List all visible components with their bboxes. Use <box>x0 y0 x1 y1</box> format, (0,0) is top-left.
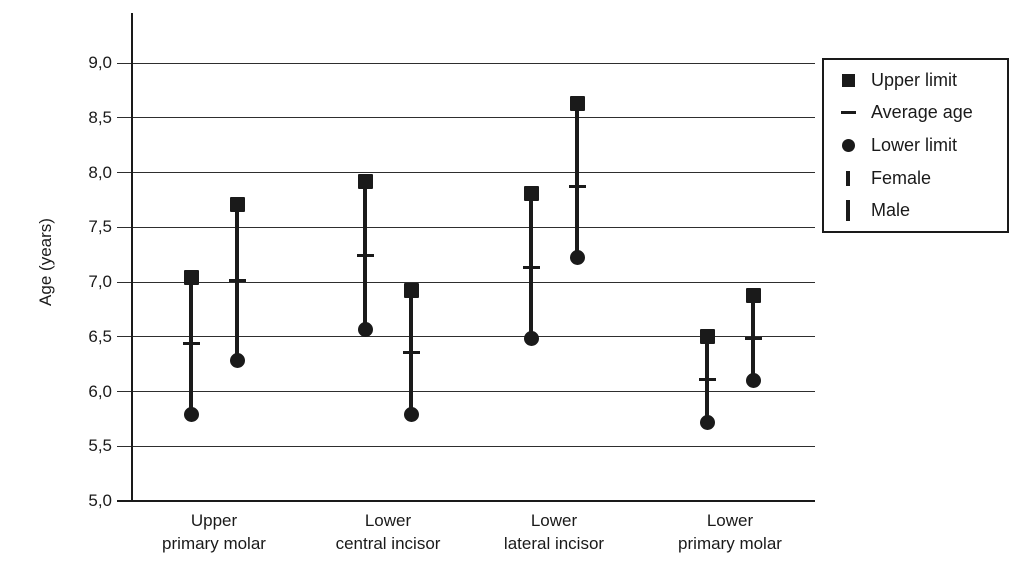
x-category-label-line: Lower <box>530 511 578 530</box>
average-age-marker <box>402 350 420 354</box>
male-stem <box>235 204 239 361</box>
lower-limit-marker <box>403 406 419 422</box>
y-tick-label: 9,0 <box>88 53 112 72</box>
x-category-label: Upper primary molar <box>124 509 304 555</box>
x-category-label-line: central incisor <box>335 534 441 553</box>
lower-limit-marker <box>699 414 715 430</box>
female-stem <box>189 277 193 415</box>
gridline <box>117 336 815 338</box>
legend-item: Lower limit <box>824 129 1007 162</box>
upper-limit-marker <box>403 283 419 299</box>
legend-glyph-cell <box>837 200 859 222</box>
x-category-label-line: Lower <box>706 511 754 530</box>
average-age-marker <box>182 341 200 345</box>
lower-limit-marker <box>229 353 245 369</box>
gridline <box>117 226 815 228</box>
upper-limit-marker <box>699 329 715 345</box>
legend-label: Lower limit <box>871 135 958 155</box>
legend-label: Female <box>871 167 932 188</box>
legend-item: Upper limit <box>824 64 1007 97</box>
y-tick-label: 5,0 <box>88 491 112 510</box>
male-stem <box>575 103 579 258</box>
average-age-marker <box>744 337 762 341</box>
average-age-marker <box>228 279 246 283</box>
upper-limit-marker <box>523 185 539 201</box>
average-age-icon <box>840 111 856 115</box>
average-age-marker <box>698 377 716 381</box>
y-tick-label: 8,5 <box>88 107 112 127</box>
upper-limit-marker <box>229 196 245 212</box>
upper-limit-marker <box>357 173 373 189</box>
gridline <box>117 445 815 447</box>
legend-item: Average age <box>824 97 1007 130</box>
lower-limit-marker <box>357 321 373 337</box>
legend-label: Upper limit <box>871 69 958 90</box>
legend-glyph-cell <box>837 139 859 152</box>
upper-limit-marker <box>745 287 761 303</box>
legend-item: Male <box>824 194 1007 227</box>
x-category-label: Lower central incisor <box>298 509 478 555</box>
legend-label: Average age <box>871 102 973 123</box>
y-tick-label: 7,0 <box>88 272 112 291</box>
average-age-marker <box>568 185 586 189</box>
average-age-marker <box>356 254 374 258</box>
x-category-label: Lower primary molar <box>640 509 820 555</box>
lower-limit-marker <box>745 373 761 389</box>
y-tick-label: 6,0 <box>88 381 112 401</box>
legend-glyph-cell <box>837 73 859 87</box>
gridline <box>117 172 815 173</box>
x-category-label-line: primary molar <box>678 534 782 553</box>
gridline <box>117 391 815 392</box>
female-stem <box>529 193 533 339</box>
average-age-marker <box>522 266 540 270</box>
y-tick-label: 5,5 <box>88 436 112 456</box>
legend-label: Male <box>871 200 911 221</box>
x-category-label-line: primary molar <box>162 534 266 553</box>
y-tick-label: 7,5 <box>88 217 112 237</box>
lower-limit-icon <box>841 139 855 152</box>
x-category-label-line: lateral incisor <box>503 534 605 553</box>
gridline <box>117 117 815 119</box>
x-category-label-line: Lower <box>364 511 412 530</box>
male-icon <box>846 200 850 222</box>
x-category-label-line: Upper <box>190 511 238 530</box>
upper-limit-icon <box>841 73 855 87</box>
upper-limit-marker <box>569 96 585 111</box>
lower-limit-marker <box>569 250 585 266</box>
gridline <box>117 62 815 64</box>
legend-glyph-cell <box>837 111 859 115</box>
lower-limit-marker <box>523 331 539 347</box>
legend-item: Female <box>824 162 1007 195</box>
y-tick-label: 8,0 <box>88 162 112 182</box>
y-tick-label: 6,5 <box>88 326 112 346</box>
x-category-label: Lower lateral incisor <box>464 509 644 555</box>
legend: Upper limit Average age Lower limit Female M… <box>822 58 1009 233</box>
y-axis-line <box>131 13 133 502</box>
gridline <box>117 281 815 283</box>
female-icon <box>846 170 850 186</box>
y-axis-title: Age (years) <box>36 218 55 306</box>
lower-limit-marker <box>183 406 199 422</box>
upper-limit-marker <box>183 270 199 286</box>
legend-glyph-cell <box>837 170 859 186</box>
gridline <box>117 500 815 502</box>
